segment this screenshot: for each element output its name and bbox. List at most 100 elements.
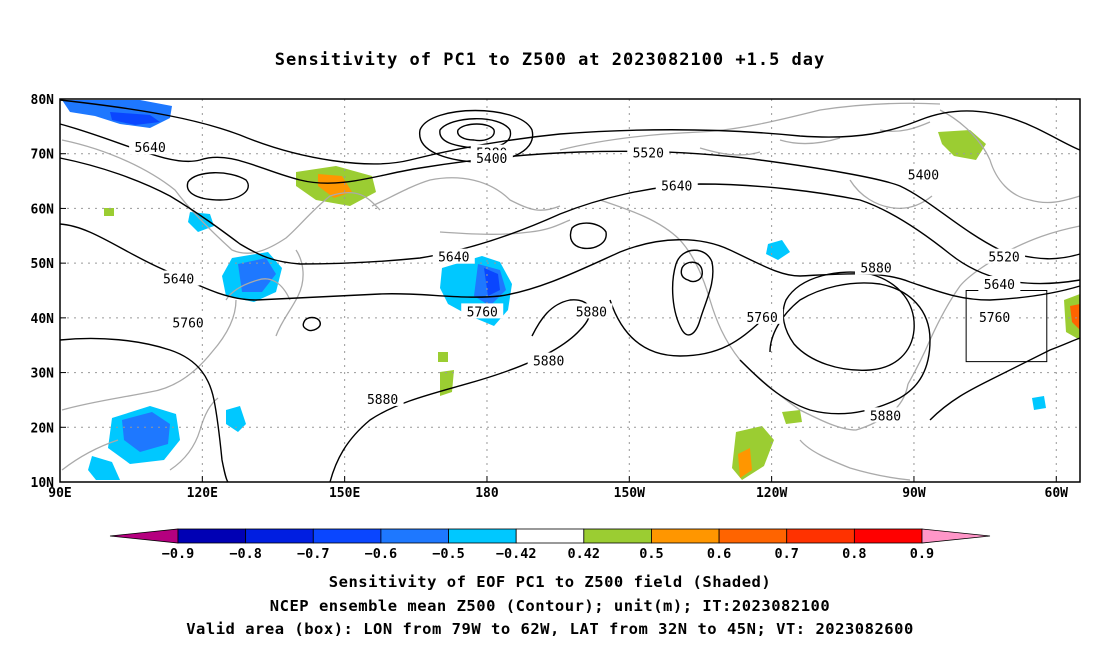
shade-blue-southasia-core	[122, 412, 170, 452]
contour-label-bg	[855, 259, 897, 275]
lat-tick-label: 30N	[31, 367, 55, 382]
coast-japan-korea	[225, 249, 304, 337]
colorbar-tick-label: 0.9	[910, 546, 934, 562]
contour-label: 5640	[661, 180, 692, 195]
contour-label: 5400	[476, 152, 507, 167]
shade-orange-alaska-west	[318, 174, 352, 198]
contour-label: 5640	[163, 273, 194, 288]
lat-tick-label: 70N	[31, 148, 55, 163]
contour-5400-north	[59, 99, 1081, 165]
colorbar-tick-label: 0.7	[775, 546, 799, 562]
contour-label-bg	[973, 308, 1016, 324]
colorbar-tick-label: −0.7	[297, 546, 330, 562]
shade-blue-philippines	[226, 406, 246, 432]
lat-tick-label: 10N	[31, 476, 55, 491]
contour-label-bg	[361, 390, 404, 406]
caption-shaded: Sensitivity of EOF PC1 to Z500 field (Sh…	[328, 573, 772, 591]
contour-5520	[59, 123, 1081, 260]
contour-labels: 5640528054005520564054005640564057605760…	[129, 139, 1026, 424]
shade-green-pacific-30n	[440, 370, 454, 396]
valid-area-box	[965, 290, 1048, 363]
contour-label-bg	[470, 150, 513, 166]
contour-label-bg	[902, 166, 945, 182]
contour-label-bg	[157, 270, 200, 286]
contour-label: 5760	[746, 311, 777, 326]
contour-label-bg	[864, 407, 907, 423]
coast-asia-east	[61, 139, 381, 254]
contour-label: 5880	[367, 393, 398, 408]
contour-label-bg	[167, 314, 210, 330]
contour-label: 5640	[438, 251, 469, 266]
shade-blue-southasia-2	[88, 456, 120, 480]
lat-tick-label: 60N	[31, 202, 55, 217]
shade-green-small-2	[782, 410, 802, 424]
shade-green-small-1	[104, 208, 114, 216]
contour-label-bg	[527, 352, 570, 368]
coast-canada-islands	[699, 121, 931, 156]
contour-5760-small-ring	[680, 261, 703, 283]
coast-central-america	[799, 439, 911, 481]
lon-tick-label: 120E	[187, 486, 218, 501]
coast-gulf	[799, 383, 909, 431]
colorbar-tick-label: 0.8	[842, 546, 866, 562]
contour-label-bg	[655, 177, 698, 193]
colorbar-tick-label: 0.6	[707, 546, 731, 562]
colorbar-tick-label: −0.8	[229, 546, 262, 562]
contour-label-bg	[978, 276, 1021, 292]
shade-green-greenland	[938, 130, 986, 160]
contour-label-bg	[129, 139, 172, 155]
colorbar-left-arrow	[109, 528, 179, 544]
coast-hudson	[849, 179, 933, 210]
coast-indochina	[61, 397, 219, 471]
contour-label-bg	[983, 248, 1026, 264]
map-title: Sensitivity of PC1 to Z500 at 2023082100…	[274, 50, 826, 70]
colorbar-right-arrow	[921, 528, 991, 544]
contour-5880-east	[739, 282, 931, 415]
colorbar-segment	[380, 528, 449, 544]
contour-label: 5880	[533, 355, 564, 370]
contour-label: 5880	[870, 409, 901, 424]
caption-contour: NCEP ensemble mean Z500 (Contour); unit(…	[269, 597, 831, 615]
contour-5640-left	[59, 157, 1081, 285]
contour-label-bg	[627, 144, 670, 160]
lon-tick-label: 120W	[756, 486, 787, 501]
contour-5760	[59, 223, 1081, 301]
lat-tick-label: 80N	[31, 93, 55, 108]
coast-greenland	[939, 109, 1081, 204]
contour-label: 5880	[576, 305, 607, 320]
lat-tick-label: 50N	[31, 257, 55, 272]
contour-5880-far-right	[929, 337, 1081, 421]
contour-label-bg	[570, 303, 613, 319]
contour-5880-lower	[609, 299, 761, 357]
shade-orange-atlantic-east	[1070, 304, 1080, 330]
contour-5280-inner	[457, 123, 495, 142]
shade-blue-dateline-core2	[484, 268, 500, 296]
z500-contours	[59, 99, 1081, 483]
shade-green-mexico	[732, 426, 774, 480]
colorbar-segment	[853, 528, 923, 544]
colorbar-segment	[515, 528, 585, 544]
coast-canada-north	[559, 102, 941, 151]
contour-5400-low	[419, 109, 534, 163]
contour-label-bg	[461, 303, 504, 319]
lat-tick-label: 20N	[31, 421, 55, 436]
contour-label: 5760	[172, 316, 203, 331]
caption-valid-area: Valid area (box): LON from 79W to 62W, L…	[186, 620, 914, 638]
colorbar-segment	[245, 528, 314, 544]
coastlines	[61, 102, 1081, 481]
map-frame	[59, 98, 1081, 483]
graticule	[60, 99, 1080, 482]
colorbar-segment	[786, 528, 855, 544]
shade-orange-mexico	[738, 448, 752, 478]
colorbar-segment	[718, 528, 788, 544]
contour-small-oval	[302, 316, 321, 332]
lon-tick-label: 90E	[48, 486, 71, 501]
colorbar: −0.9 −0.8 −0.7 −0.6 −0.5 −0.42 0.42 0.5 0.6 0.7 0.…	[109, 528, 991, 562]
colorbar-segment	[651, 528, 720, 544]
shade-blue-northwest-core	[110, 112, 160, 125]
colorbar-tick-label: −0.42	[496, 546, 537, 562]
contour-5760-cutoff	[671, 249, 714, 336]
colorbar-tick-label: −0.6	[365, 546, 398, 562]
contour-5880-mid	[329, 299, 591, 483]
